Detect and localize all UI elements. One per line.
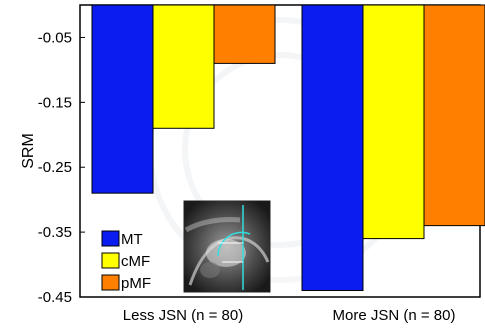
legend-swatch-cmf <box>101 252 120 269</box>
bar-pmf-2 <box>423 4 485 227</box>
y-axis: -0.05 -0.15 -0.25 -0.35 -0.45 <box>38 29 85 306</box>
legend: MT cMF pMF <box>101 230 151 292</box>
y-tick-label: -0.25 <box>38 159 72 176</box>
y-tick-label: -0.05 <box>38 29 72 46</box>
y-axis-title: SRM <box>20 133 37 169</box>
y-tick-label: -0.35 <box>38 224 72 241</box>
legend-swatch-pmf <box>101 274 120 291</box>
x-category-label: More JSN (n = 80) <box>333 307 456 324</box>
y-tick-label: -0.45 <box>38 289 72 306</box>
bar-pmf-1 <box>213 4 276 64</box>
bar-cmf-2 <box>362 4 425 240</box>
bar-mt-2 <box>301 4 364 292</box>
legend-label-pmf: pMF <box>121 275 151 292</box>
x-category-label: Less JSN (n = 80) <box>123 307 243 324</box>
bar-cmf-1 <box>152 4 215 129</box>
knee-mri-image <box>183 200 271 293</box>
legend-swatch-mt <box>101 230 120 247</box>
x-axis: Less JSN (n = 80) More JSN (n = 80) <box>123 307 456 324</box>
bars-group <box>91 4 485 292</box>
bar-mt-1 <box>91 4 154 194</box>
y-tick-label: -0.15 <box>38 94 72 111</box>
legend-label-cmf: cMF <box>121 253 150 270</box>
legend-label-mt: MT <box>121 231 143 248</box>
